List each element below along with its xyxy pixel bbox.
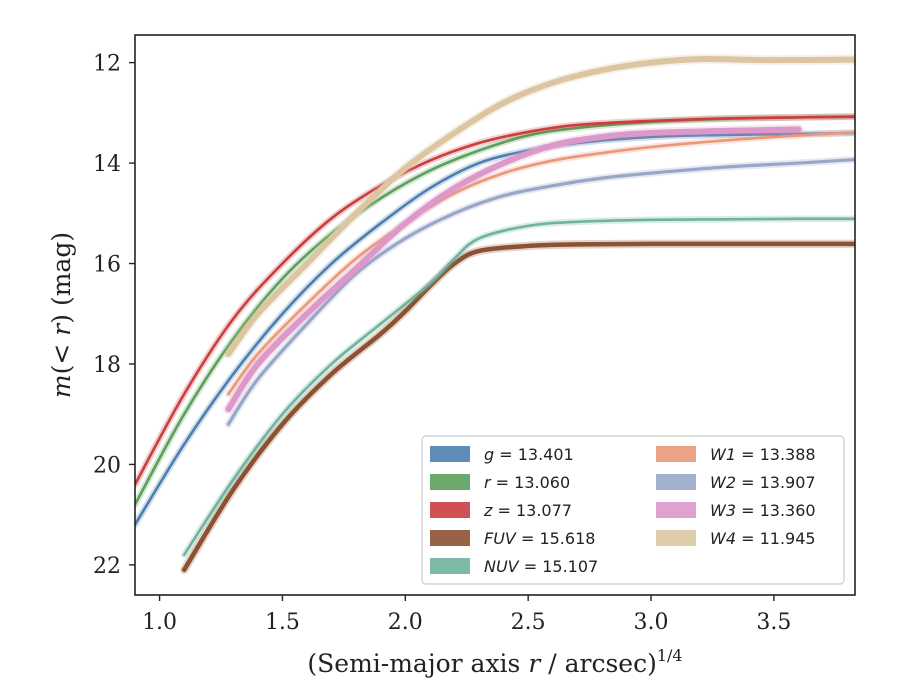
plot-frame <box>134 34 856 596</box>
series-band-w1 <box>225 129 855 398</box>
legend-label: r = 13.060 <box>484 473 570 492</box>
legend-item-w1: W1 = 13.388 <box>656 445 816 464</box>
x-tick-label: 2.0 <box>388 610 423 635</box>
y-tick-label: 18 <box>93 353 121 378</box>
y-tick-label: 14 <box>93 152 121 177</box>
legend-swatch <box>430 558 470 574</box>
series-line-w2 <box>226 157 855 426</box>
legend-swatch <box>430 530 470 546</box>
legend-item-fuv: FUV = 15.618 <box>430 529 595 548</box>
x-tick-label: 3.5 <box>756 610 791 635</box>
legend-item-g: g = 13.401 <box>430 445 574 464</box>
legend-label: FUV = 15.618 <box>484 529 595 548</box>
legend-label: W1 = 13.388 <box>710 445 816 464</box>
legend-label: W4 = 11.945 <box>710 529 816 548</box>
x-axis-label: (Semi-major axis r / arcsec)1/4 <box>307 646 682 678</box>
legend-item-w4: W4 = 11.945 <box>656 529 816 548</box>
legend-label: W3 = 13.360 <box>710 501 816 520</box>
series-line-g <box>135 131 855 526</box>
legend-swatch <box>430 502 470 518</box>
legend-label: NUV = 15.107 <box>484 557 598 576</box>
y-tick-label: 20 <box>93 453 121 478</box>
legend-swatch <box>656 474 696 490</box>
legend-label: z = 13.077 <box>483 501 572 520</box>
legend-item-nuv: NUV = 15.107 <box>430 557 598 576</box>
legend-swatch <box>656 446 696 462</box>
legend-swatch <box>430 474 470 490</box>
x-tick-label: 1.5 <box>265 610 300 635</box>
legend-item-w3: W3 = 13.360 <box>656 501 816 520</box>
y-tick-label: 22 <box>93 554 121 579</box>
axes-layer: 1.0 1.5 2.0 2.5 3.0 3.5 12 14 16 18 20 22 (Semi-majo… <box>47 34 856 678</box>
legend-label: W2 = 13.907 <box>710 473 816 492</box>
series-line-w1 <box>227 131 855 396</box>
series-line-z <box>135 115 855 486</box>
legend-label: g = 13.401 <box>484 445 574 464</box>
legend-item-r: r = 13.060 <box>430 473 570 492</box>
legend-box <box>421 435 845 585</box>
y-axis-label: m(< r) (mag) <box>47 232 76 398</box>
y-tick-label: 12 <box>93 52 121 77</box>
y-tick-label: 16 <box>93 253 121 278</box>
x-tick-label: 1.0 <box>142 610 177 635</box>
series-line-w4 <box>225 56 855 357</box>
x-tick-label: 3.0 <box>634 610 669 635</box>
x-tick-label: 2.5 <box>511 610 546 635</box>
legend-swatch <box>656 502 696 518</box>
legend-swatch <box>656 530 696 546</box>
legend: g = 13.401 r = 13.060 z = 13.077 FUV = 15.6… <box>421 435 845 585</box>
legend-item-w2: W2 = 13.907 <box>656 473 816 492</box>
series-line-fuv <box>181 241 855 573</box>
legend-item-z: z = 13.077 <box>430 501 572 520</box>
legend-swatch <box>430 446 470 462</box>
series-layer <box>135 54 855 575</box>
series-line-w3 <box>225 126 802 413</box>
series-line-nuv <box>182 217 855 557</box>
